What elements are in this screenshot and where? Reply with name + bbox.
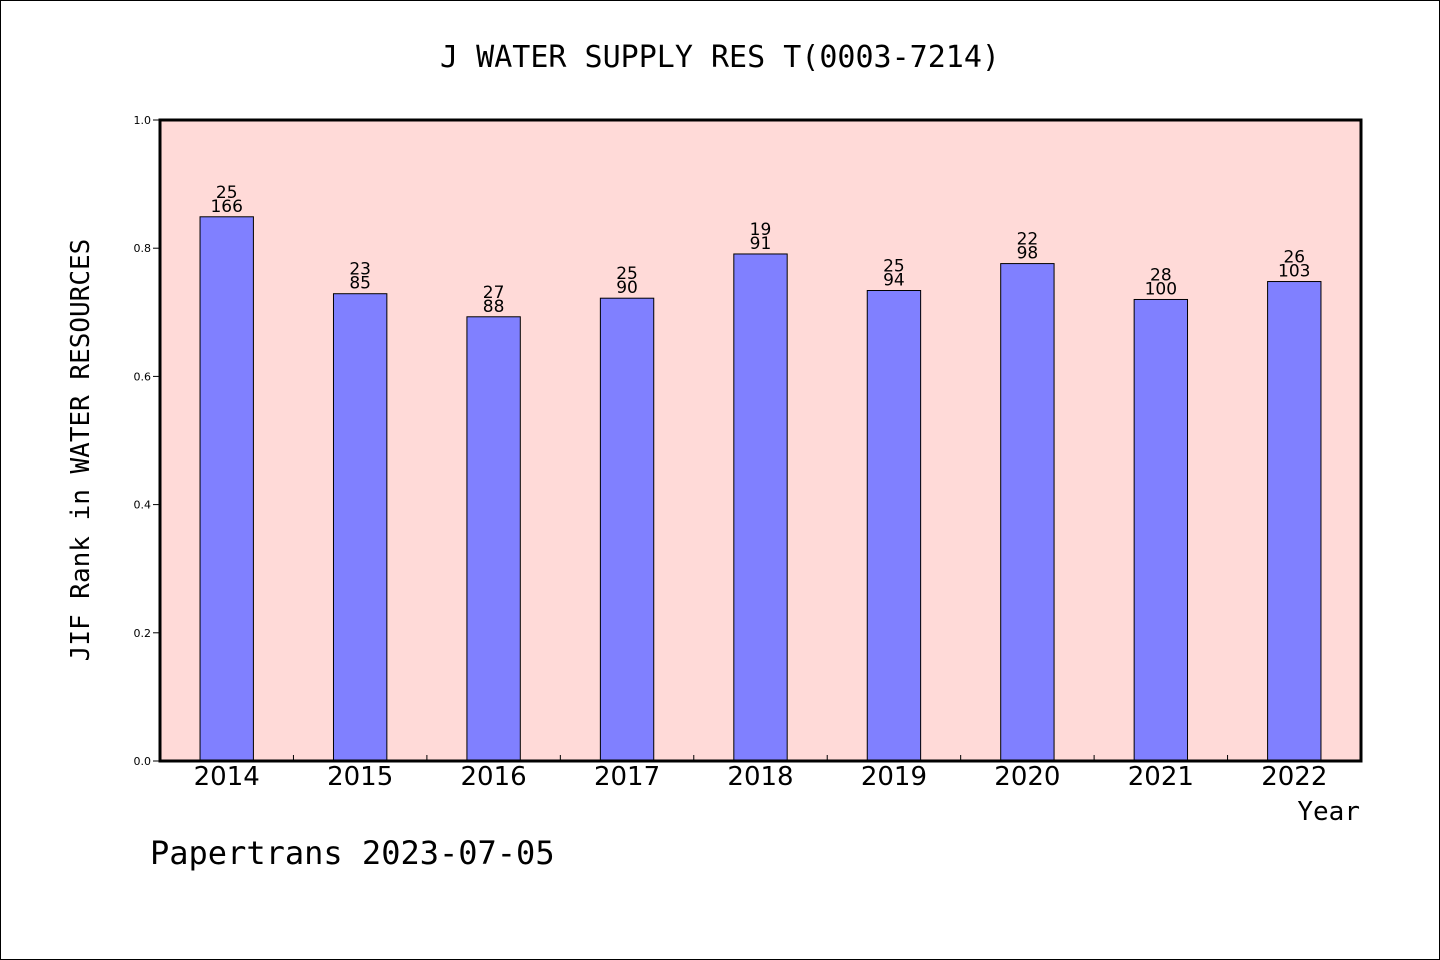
y-tick-label: 0.8 xyxy=(134,242,152,255)
bar-2016 xyxy=(466,316,521,762)
y-axis-ticks: 0.0 0.2 0.4 0.6 0.8 1.0 xyxy=(134,114,160,768)
x-axis-label: Year xyxy=(1297,797,1360,827)
bar-2019 xyxy=(866,290,922,762)
y-axis-label: JIF Rank in WATER RESOURCES xyxy=(66,239,96,662)
bar-rank-label: 25 xyxy=(883,257,905,277)
y-tick-label: 0.4 xyxy=(134,499,152,512)
bar-rank-label: 23 xyxy=(349,260,371,280)
bar-total-label: 91 xyxy=(750,234,772,254)
bar-total-label: 166 xyxy=(210,197,242,217)
bar-2020 xyxy=(1000,263,1055,762)
bar-2022 xyxy=(1267,281,1322,762)
x-tick-label-2019: 2019 xyxy=(861,762,927,792)
bar-total-label: 88 xyxy=(483,297,505,317)
x-tick-label-2020: 2020 xyxy=(994,762,1060,792)
bar-rank-label: 22 xyxy=(1017,230,1039,250)
bar-total-label: 103 xyxy=(1278,262,1310,282)
bar-rank-label: 28 xyxy=(1150,265,1172,285)
bar-rank-label: 19 xyxy=(750,220,772,240)
plot-border xyxy=(158,118,1363,763)
y-tick-label: 0.0 xyxy=(134,755,152,768)
bar-total-label: 85 xyxy=(349,274,371,294)
bar-total-label: 94 xyxy=(883,271,905,291)
bar-rank-label: 25 xyxy=(616,264,638,284)
bar-2021 xyxy=(1133,298,1189,762)
bar-total-label: 98 xyxy=(1017,244,1039,264)
bars xyxy=(199,216,1322,762)
chart-title: J WATER SUPPLY RES T(0003-7214) xyxy=(440,40,1000,75)
bar-2017 xyxy=(599,297,655,762)
x-axis-ticks: 2014 2015 2016 2017 2018 2019 2020 2021 2022 xyxy=(194,755,1327,792)
x-tick-label-2018: 2018 xyxy=(727,762,793,792)
x-tick-label-2016: 2016 xyxy=(461,762,527,792)
y-tick-label: 0.2 xyxy=(134,627,152,640)
y-tick-label: 0.6 xyxy=(134,370,152,383)
bar-total-label: 90 xyxy=(616,278,638,298)
x-tick-label-2022: 2022 xyxy=(1261,762,1327,792)
source-footer: Papertrans 2023-07-05 xyxy=(150,834,555,872)
bar-rank-label: 26 xyxy=(1283,248,1305,268)
x-tick-label-2017: 2017 xyxy=(594,762,660,792)
x-tick-label-2021: 2021 xyxy=(1128,762,1194,792)
bar-rank-label: 27 xyxy=(483,283,505,303)
bar-total-label: 100 xyxy=(1145,279,1177,299)
bar-2015 xyxy=(332,293,388,762)
bar-rank-label: 25 xyxy=(216,183,238,203)
x-tick-label-2014: 2014 xyxy=(194,762,260,792)
x-tick-label-2015: 2015 xyxy=(327,762,393,792)
bar-2018 xyxy=(733,253,788,762)
y-tick-label: 1.0 xyxy=(134,114,152,127)
bar-2014 xyxy=(199,216,254,762)
